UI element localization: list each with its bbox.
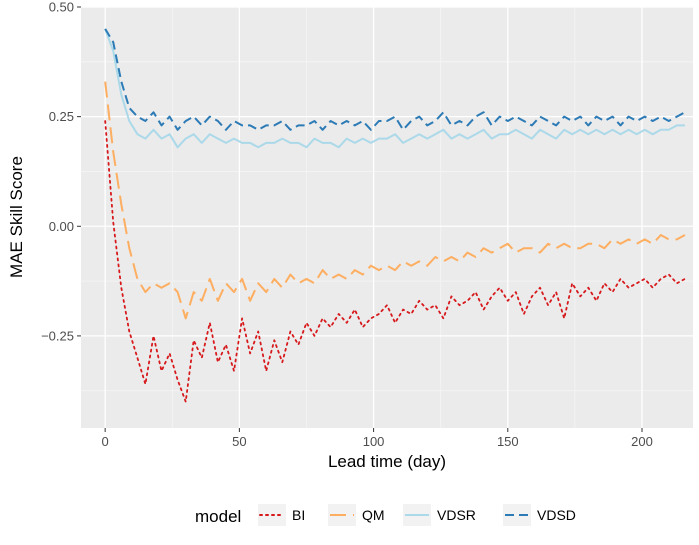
legend-label-vdsr: VDSR [437, 507, 476, 523]
legend: model BI QM VDSR VDSD [195, 504, 576, 526]
x-axis: 0 50 100 150 200 [102, 428, 653, 449]
x-axis-label: Lead time (day) [328, 452, 446, 471]
series-line-qm [104, 81, 686, 320]
legend-label-bi: BI [292, 507, 305, 523]
x-tick-label: 150 [497, 434, 519, 449]
series-line-bi [104, 120, 686, 403]
series-line-vdsr [104, 28, 685, 149]
x-tick-label: 100 [363, 434, 385, 449]
x-tick-label: 50 [232, 434, 246, 449]
legend-label-vdsd: VDSD [537, 507, 576, 523]
legend-key-vdsd [503, 504, 531, 526]
panel-background [81, 7, 693, 428]
legend-label-qm: QM [362, 507, 385, 523]
y-tick-label: 0.50 [49, 0, 74, 15]
series-layer [104, 28, 686, 403]
grid-minor [81, 7, 693, 428]
grid-major [81, 6, 693, 428]
y-axis-label: MAE Skill Score [7, 156, 26, 278]
legend-items: BI QM VDSR VDSD [258, 504, 576, 526]
y-tick-label: 0.25 [49, 109, 74, 124]
y-axis: 0.50 0.25 0.00 −0.25 [41, 0, 81, 343]
x-tick-label: 200 [631, 434, 653, 449]
x-tick-label: 0 [102, 434, 109, 449]
legend-title: model [195, 507, 241, 526]
series-line-vdsd [104, 28, 686, 131]
y-tick-label: 0.00 [49, 219, 74, 234]
y-tick-label: −0.25 [41, 328, 74, 343]
